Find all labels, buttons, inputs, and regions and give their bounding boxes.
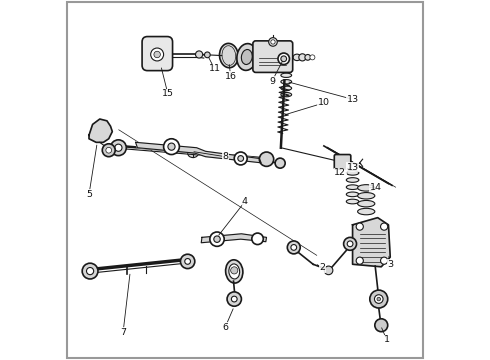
Circle shape bbox=[238, 156, 244, 161]
Circle shape bbox=[204, 52, 210, 58]
Circle shape bbox=[356, 257, 364, 264]
Ellipse shape bbox=[229, 264, 240, 279]
Text: 8: 8 bbox=[222, 152, 228, 161]
Circle shape bbox=[111, 140, 126, 156]
Circle shape bbox=[231, 267, 238, 274]
Circle shape bbox=[271, 40, 275, 44]
Circle shape bbox=[374, 295, 383, 303]
Circle shape bbox=[164, 139, 179, 154]
Ellipse shape bbox=[358, 193, 375, 199]
Ellipse shape bbox=[242, 50, 252, 64]
Ellipse shape bbox=[358, 208, 375, 215]
Circle shape bbox=[356, 223, 364, 230]
Circle shape bbox=[310, 55, 315, 60]
Text: 7: 7 bbox=[120, 328, 126, 337]
Circle shape bbox=[281, 56, 287, 62]
Text: 2: 2 bbox=[319, 264, 325, 273]
Ellipse shape bbox=[281, 93, 292, 97]
Circle shape bbox=[278, 53, 290, 64]
Ellipse shape bbox=[225, 260, 243, 283]
Ellipse shape bbox=[346, 185, 359, 189]
Text: 9: 9 bbox=[269, 77, 275, 86]
Text: 12: 12 bbox=[334, 168, 346, 177]
FancyBboxPatch shape bbox=[253, 41, 293, 72]
Circle shape bbox=[343, 237, 357, 250]
Polygon shape bbox=[201, 234, 267, 243]
Polygon shape bbox=[353, 218, 390, 267]
Ellipse shape bbox=[293, 54, 301, 60]
Circle shape bbox=[185, 258, 191, 264]
Ellipse shape bbox=[281, 86, 292, 90]
Circle shape bbox=[154, 51, 160, 58]
Ellipse shape bbox=[188, 149, 198, 158]
Text: 3: 3 bbox=[387, 260, 393, 269]
Text: 10: 10 bbox=[318, 98, 330, 107]
Polygon shape bbox=[89, 119, 112, 142]
Circle shape bbox=[269, 38, 277, 46]
Circle shape bbox=[381, 223, 388, 230]
Ellipse shape bbox=[220, 44, 238, 68]
Ellipse shape bbox=[358, 201, 375, 207]
Text: 13: 13 bbox=[346, 163, 359, 172]
Text: 13: 13 bbox=[346, 95, 359, 104]
Ellipse shape bbox=[346, 171, 359, 175]
Circle shape bbox=[115, 144, 122, 151]
Circle shape bbox=[82, 263, 98, 279]
Text: 16: 16 bbox=[224, 72, 237, 81]
Circle shape bbox=[180, 254, 195, 269]
Ellipse shape bbox=[346, 199, 359, 204]
Text: 1: 1 bbox=[384, 335, 390, 344]
Text: 6: 6 bbox=[222, 323, 228, 332]
Circle shape bbox=[151, 48, 164, 61]
Circle shape bbox=[324, 266, 333, 275]
Text: 4: 4 bbox=[242, 197, 248, 206]
Circle shape bbox=[259, 152, 274, 166]
Circle shape bbox=[375, 319, 388, 332]
Circle shape bbox=[102, 144, 115, 157]
Text: 11: 11 bbox=[209, 64, 221, 73]
Text: 14: 14 bbox=[370, 183, 382, 192]
Circle shape bbox=[381, 257, 388, 264]
Circle shape bbox=[210, 232, 224, 246]
Circle shape bbox=[291, 244, 296, 250]
Ellipse shape bbox=[346, 192, 359, 197]
Polygon shape bbox=[136, 142, 261, 163]
FancyBboxPatch shape bbox=[142, 37, 172, 71]
Ellipse shape bbox=[281, 80, 292, 84]
Circle shape bbox=[106, 147, 112, 153]
Text: 15: 15 bbox=[162, 89, 174, 98]
Circle shape bbox=[305, 54, 311, 60]
Ellipse shape bbox=[346, 178, 359, 182]
Ellipse shape bbox=[237, 44, 257, 71]
Circle shape bbox=[234, 152, 247, 165]
Circle shape bbox=[227, 292, 242, 306]
Circle shape bbox=[299, 54, 306, 61]
Circle shape bbox=[87, 267, 94, 275]
FancyBboxPatch shape bbox=[334, 154, 351, 169]
Circle shape bbox=[287, 241, 300, 254]
Circle shape bbox=[252, 233, 263, 244]
Ellipse shape bbox=[281, 73, 292, 77]
Circle shape bbox=[168, 143, 175, 150]
Circle shape bbox=[275, 158, 285, 168]
Text: 5: 5 bbox=[86, 190, 92, 199]
Circle shape bbox=[347, 241, 353, 247]
Circle shape bbox=[370, 290, 388, 308]
Circle shape bbox=[196, 51, 203, 58]
Circle shape bbox=[231, 296, 237, 302]
Circle shape bbox=[214, 236, 220, 242]
Circle shape bbox=[377, 297, 381, 301]
Ellipse shape bbox=[358, 185, 375, 191]
